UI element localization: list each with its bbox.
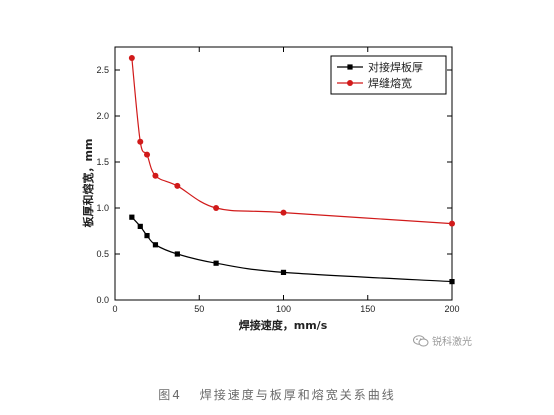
x-axis-label: 焊接速度，mm/s — [239, 318, 328, 332]
y-tick-label: 0.5 — [96, 249, 109, 259]
watermark: 锐科激光 — [413, 333, 472, 348]
axis-ticks: 0 50 100 150 200 0.0 0.5 1.0 1.5 2.0 2.5 — [96, 47, 460, 314]
data-point — [152, 172, 159, 179]
data-point — [280, 269, 287, 275]
data-point — [449, 220, 455, 227]
legend-box — [330, 55, 447, 95]
data-point — [144, 151, 151, 158]
series-layer — [128, 55, 455, 285]
wechat-icon — [413, 334, 429, 346]
series-line — [131, 216, 453, 283]
figure-label: 图4 — [158, 388, 182, 402]
data-point — [213, 260, 219, 266]
data-point — [144, 233, 150, 239]
legend-label: 焊缝熔宽 — [368, 76, 412, 90]
legend-marker — [347, 80, 353, 86]
x-tick-label: 100 — [276, 304, 291, 314]
data-point — [129, 214, 135, 220]
data-point — [152, 242, 159, 248]
legend-label: 对接焊板厚 — [368, 60, 423, 74]
data-point — [174, 182, 181, 189]
y-axis-label: 板厚和熔宽，mm — [81, 139, 95, 228]
y-tick-label: 1.0 — [96, 203, 109, 213]
series-1 — [129, 214, 455, 285]
x-tick-label: 150 — [360, 304, 375, 314]
data-point — [449, 279, 455, 285]
data-point — [128, 55, 135, 62]
x-tick-label: 50 — [194, 304, 204, 314]
figure-caption: 图4 焊接速度与板厚和熔宽关系曲线 — [0, 386, 554, 403]
watermark-text: 锐科激光 — [432, 337, 472, 348]
figure-title: 焊接速度与板厚和熔宽关系曲线 — [199, 388, 396, 402]
y-tick-label: 2.0 — [96, 111, 109, 121]
data-point — [137, 138, 144, 145]
legend-marker — [347, 64, 353, 70]
x-tick-label: 0 — [112, 304, 117, 314]
y-tick-label: 0.0 — [96, 295, 109, 305]
y-tick-label: 2.5 — [96, 65, 109, 75]
x-tick-label: 200 — [444, 304, 459, 314]
data-point — [280, 209, 287, 216]
data-point — [174, 251, 180, 257]
line-chart: 0 50 100 150 200 0.0 0.5 1.0 1.5 2.0 2.5 焊接速度，mm/s… — [81, 46, 460, 332]
series-2 — [128, 55, 455, 227]
data-point — [213, 205, 220, 211]
data-point — [137, 223, 143, 229]
y-tick-label: 1.5 — [96, 157, 109, 167]
